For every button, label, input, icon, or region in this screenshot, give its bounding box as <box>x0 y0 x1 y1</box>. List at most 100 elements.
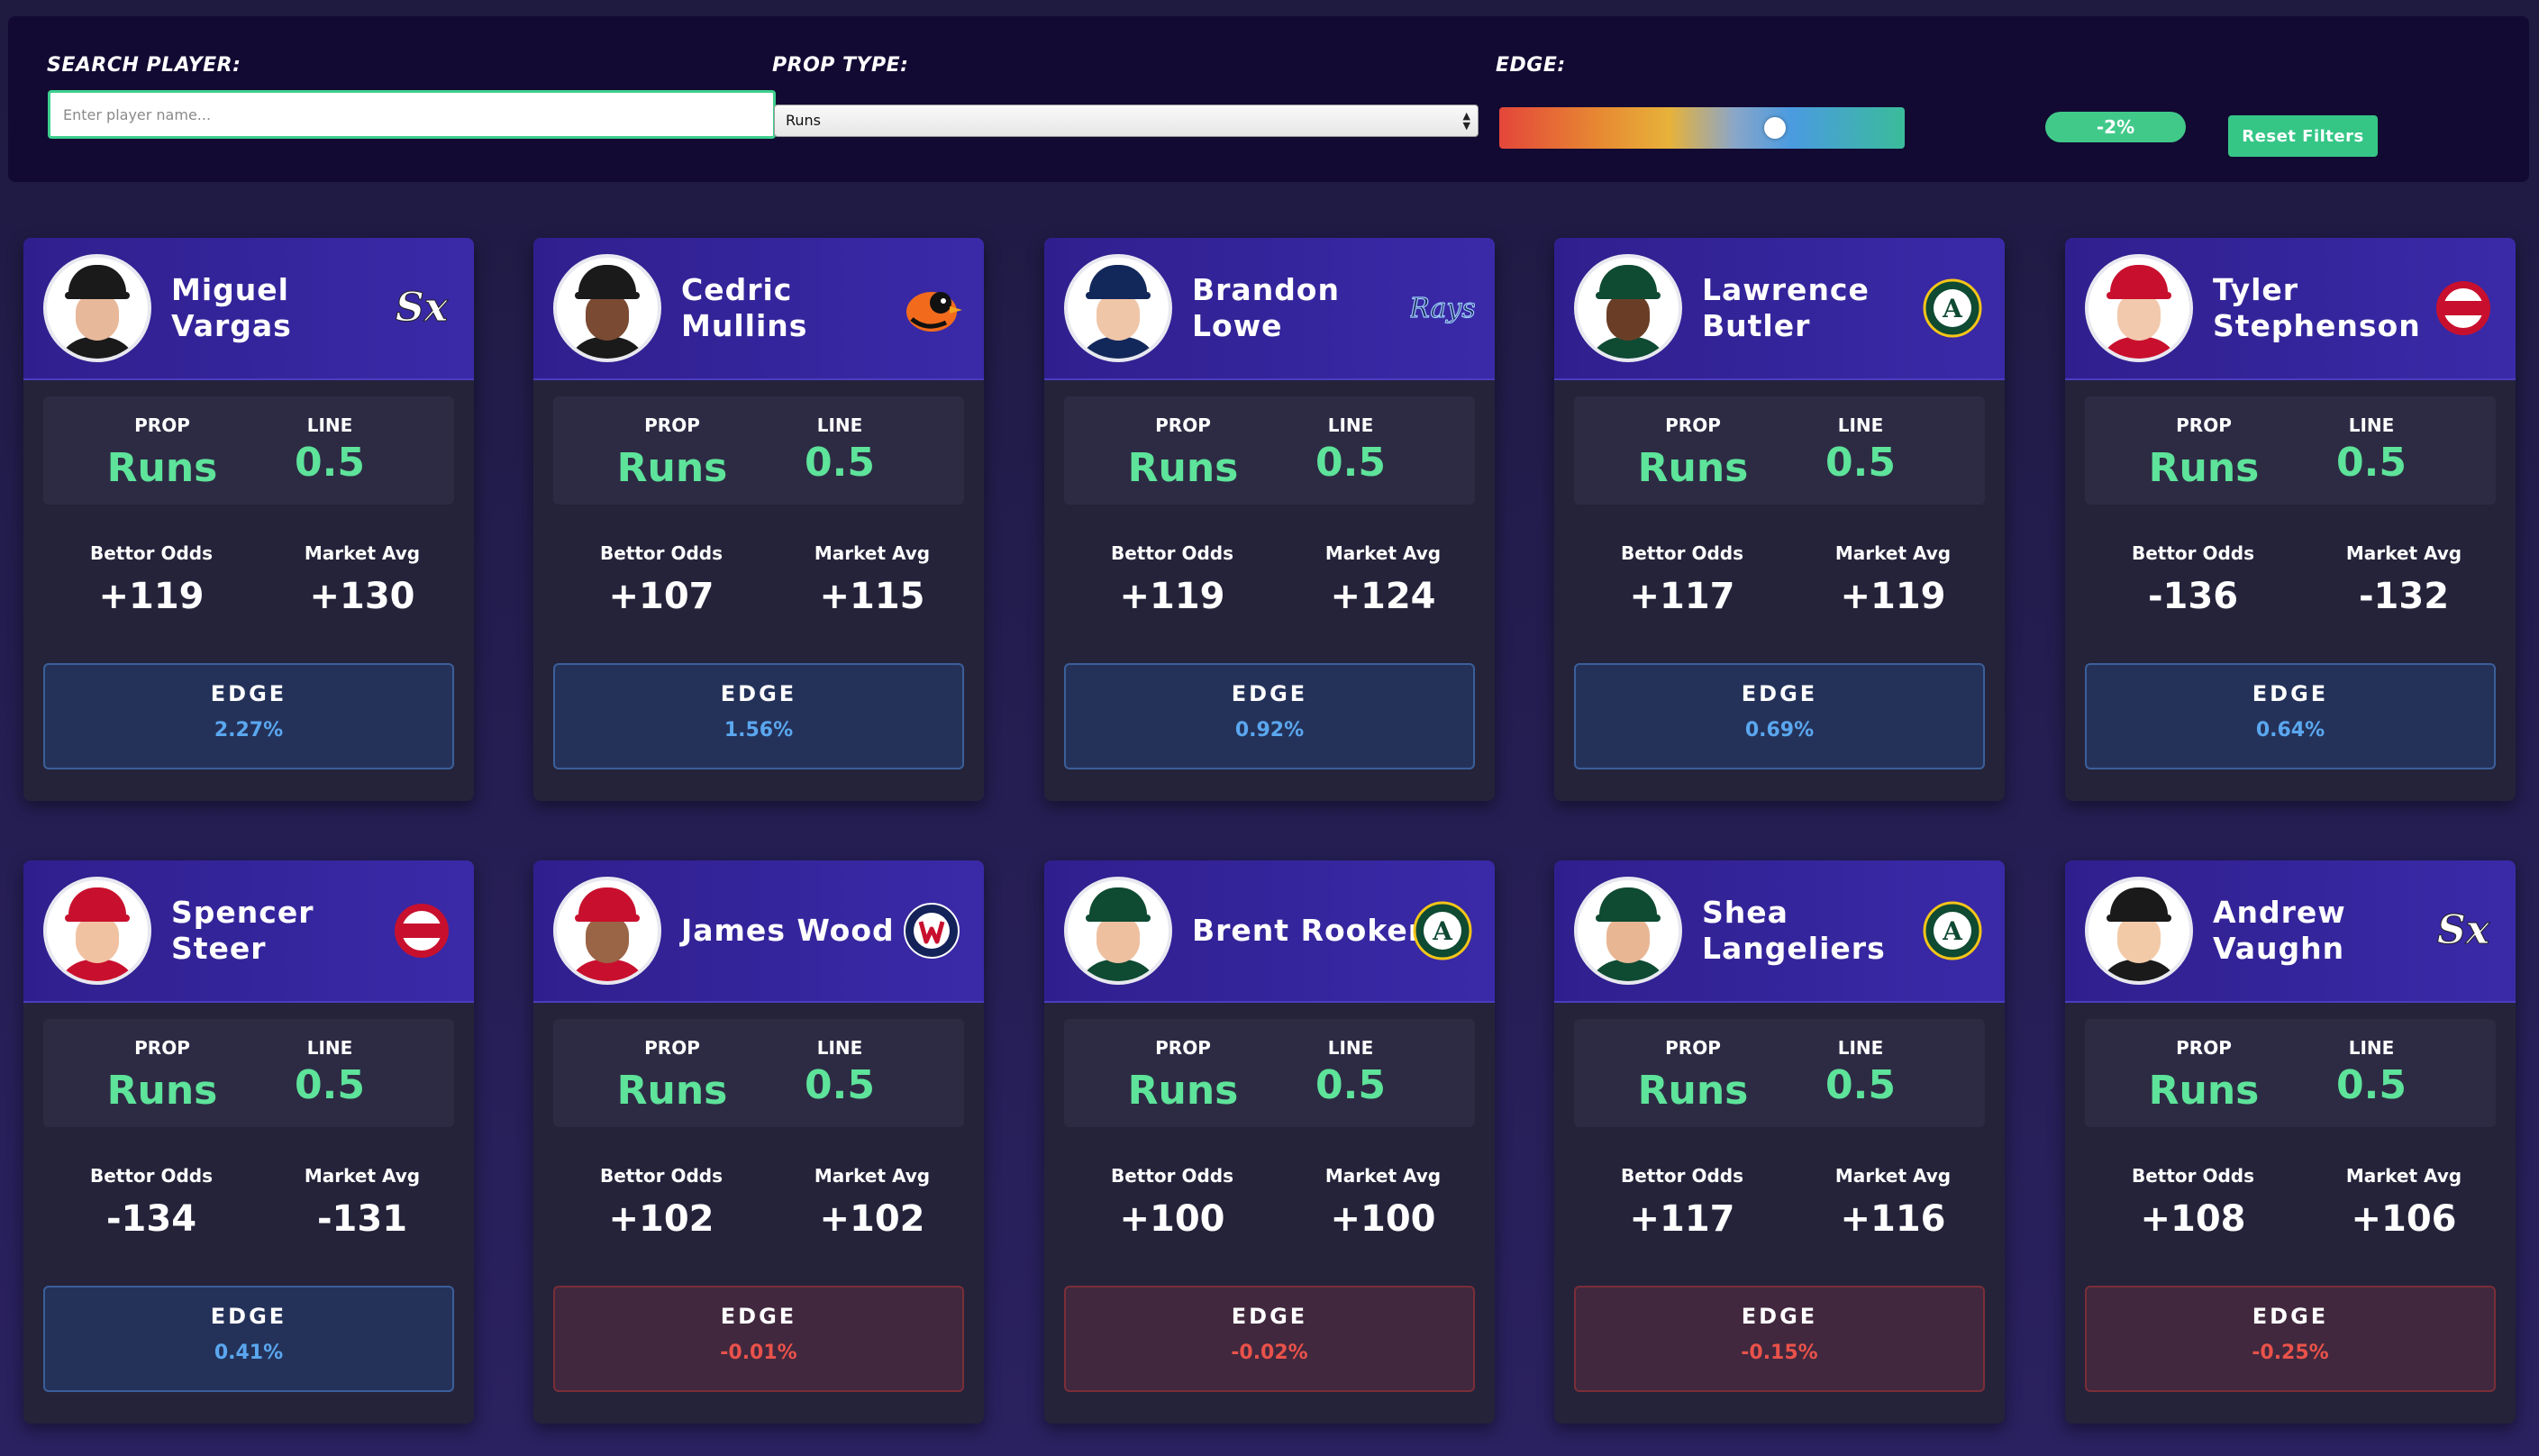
prop-label: PROP <box>134 1037 190 1059</box>
player-card[interactable]: Cedric Mullins PROP LINE Runs 0.5 Bettor… <box>533 238 984 801</box>
line-value: 0.5 <box>2336 440 2407 486</box>
prop-value: Runs <box>1127 445 1239 491</box>
edge-title: EDGE <box>1231 681 1308 706</box>
player-avatar <box>553 877 661 985</box>
edge-label: EDGE: <box>1496 54 1566 77</box>
bettor-odds-value: -134 <box>105 1198 197 1240</box>
line-value: 0.5 <box>1825 440 1896 486</box>
svg-text:A: A <box>1942 916 1963 946</box>
line-label: LINE <box>816 414 863 436</box>
prop-line-panel: PROP LINE Runs 0.5 <box>553 1019 964 1127</box>
edge-slider-thumb[interactable] <box>1763 117 1786 139</box>
edge-title: EDGE <box>1741 1304 1818 1329</box>
prop-value: Runs <box>1127 1068 1239 1114</box>
prop-value: Runs <box>2148 1068 2260 1114</box>
edge-value-badge: -2% <box>2045 112 2186 142</box>
bettor-odds-value: +100 <box>1119 1198 1225 1240</box>
bettor-odds-label: Bettor Odds <box>1110 1165 1234 1187</box>
player-name: Brandon Lowe <box>1192 272 1340 343</box>
market-avg-value: -131 <box>316 1198 408 1240</box>
prop-label: PROP <box>1155 414 1211 436</box>
search-input[interactable] <box>48 90 776 139</box>
player-card[interactable]: Shea Langeliers A PROP LINE Runs 0.5 Bet… <box>1554 860 2005 1424</box>
player-card[interactable]: Brent Rooker A PROP LINE Runs 0.5 Bettor… <box>1044 860 1495 1424</box>
player-card[interactable]: James Wood PROP LINE Runs 0.5 Bettor Odd… <box>533 860 984 1424</box>
market-avg-label: Market Avg <box>2345 1165 2462 1187</box>
player-card-header: James Wood <box>533 860 984 1003</box>
player-avatar <box>553 254 661 362</box>
prop-value: Runs <box>1637 445 1749 491</box>
market-avg-label: Market Avg <box>1834 542 1952 564</box>
prop-type-label: PROP TYPE: <box>772 54 909 77</box>
player-avatar <box>2085 254 2193 362</box>
market-avg-label: Market Avg <box>1834 1165 1952 1187</box>
prop-line-panel: PROP LINE Runs 0.5 <box>1574 1019 1985 1127</box>
edge-panel: EDGE -0.01% <box>553 1286 964 1392</box>
line-label: LINE <box>2348 1037 2395 1059</box>
player-card[interactable]: Tyler Stephenson PROP LINE Runs 0.5 Bett… <box>2065 238 2516 801</box>
svg-text:Sx: Sx <box>2437 907 2490 953</box>
prop-label: PROP <box>134 414 190 436</box>
market-avg-value: +102 <box>819 1198 925 1240</box>
prop-value: Runs <box>616 445 728 491</box>
player-name: Cedric Mullins <box>681 272 808 343</box>
edge-title: EDGE <box>2252 681 2329 706</box>
bettor-odds-label: Bettor Odds <box>89 1165 214 1187</box>
edge-value: 1.56% <box>723 719 794 742</box>
edge-panel: EDGE -0.15% <box>1574 1286 1985 1392</box>
player-avatar <box>43 254 151 362</box>
player-card[interactable]: Lawrence Butler A PROP LINE Runs 0.5 Bet… <box>1554 238 2005 801</box>
player-avatar <box>43 877 151 985</box>
prop-line-panel: PROP LINE Runs 0.5 <box>43 1019 454 1127</box>
player-name: James Wood <box>681 913 895 948</box>
edge-panel: EDGE 2.27% <box>43 663 454 769</box>
edge-panel: EDGE 0.69% <box>1574 663 1985 769</box>
line-label: LINE <box>306 1037 353 1059</box>
bettor-odds-value: +119 <box>1119 576 1225 617</box>
edge-slider[interactable] <box>1499 107 1905 149</box>
bettor-odds-label: Bettor Odds <box>599 542 723 564</box>
player-card[interactable]: Brandon Lowe Rays PROP LINE Runs 0.5 Bet… <box>1044 238 1495 801</box>
bettor-odds-label: Bettor Odds <box>1620 1165 1744 1187</box>
bettor-odds-label: Bettor Odds <box>2131 542 2255 564</box>
prop-type-select[interactable]: Runs ▲ ▼ <box>774 105 1479 137</box>
edge-panel: EDGE -0.25% <box>2085 1286 2496 1392</box>
line-value: 0.5 <box>805 1062 875 1108</box>
line-value: 0.5 <box>1315 1062 1386 1108</box>
player-card-header: Brandon Lowe Rays <box>1044 238 1495 380</box>
prop-line-panel: PROP LINE Runs 0.5 <box>553 396 964 505</box>
market-avg-value: -132 <box>2358 576 2450 617</box>
market-avg-value: +116 <box>1840 1198 1946 1240</box>
select-arrows-icon: ▲ ▼ <box>1462 110 1470 132</box>
market-avg-value: +106 <box>2351 1198 2457 1240</box>
bettor-odds-value: +107 <box>608 576 714 617</box>
player-card[interactable]: Miguel Vargas Sx PROP LINE Runs 0.5 Bett… <box>23 238 474 801</box>
market-avg-label: Market Avg <box>814 1165 931 1187</box>
bettor-odds-value: +108 <box>2140 1198 2246 1240</box>
edge-value: 0.64% <box>2255 719 2325 742</box>
line-value: 0.5 <box>1825 1062 1896 1108</box>
line-label: LINE <box>1327 1037 1374 1059</box>
bettor-odds-label: Bettor Odds <box>599 1165 723 1187</box>
reset-filters-button[interactable]: Reset Filters <box>2228 115 2378 157</box>
line-label: LINE <box>2348 414 2395 436</box>
svg-text:A: A <box>1432 916 1453 946</box>
line-value: 0.5 <box>295 1062 365 1108</box>
player-card[interactable]: Spencer Steer PROP LINE Runs 0.5 Bettor … <box>23 860 474 1424</box>
svg-text:Sx: Sx <box>396 285 449 331</box>
edge-panel: EDGE 0.41% <box>43 1286 454 1392</box>
market-avg-value: +124 <box>1330 576 1436 617</box>
prop-label: PROP <box>644 414 700 436</box>
filter-bar: SEARCH PLAYER: PROP TYPE: Runs ▲▼ EDGE: … <box>8 16 2529 182</box>
player-avatar <box>1064 877 1172 985</box>
line-value: 0.5 <box>295 440 365 486</box>
market-avg-value: +100 <box>1330 1198 1436 1240</box>
player-card[interactable]: Andrew Vaughn Sx PROP LINE Runs 0.5 Bett… <box>2065 860 2516 1424</box>
player-name: Brent Rooker <box>1192 913 1424 948</box>
market-avg-value: +119 <box>1840 576 1946 617</box>
player-card-header: Brent Rooker A <box>1044 860 1495 1003</box>
player-card-header: Andrew Vaughn Sx <box>2065 860 2516 1003</box>
bettor-odds-value: +117 <box>1629 576 1735 617</box>
prop-value: Runs <box>1637 1068 1749 1114</box>
player-name: Miguel Vargas <box>171 272 292 343</box>
